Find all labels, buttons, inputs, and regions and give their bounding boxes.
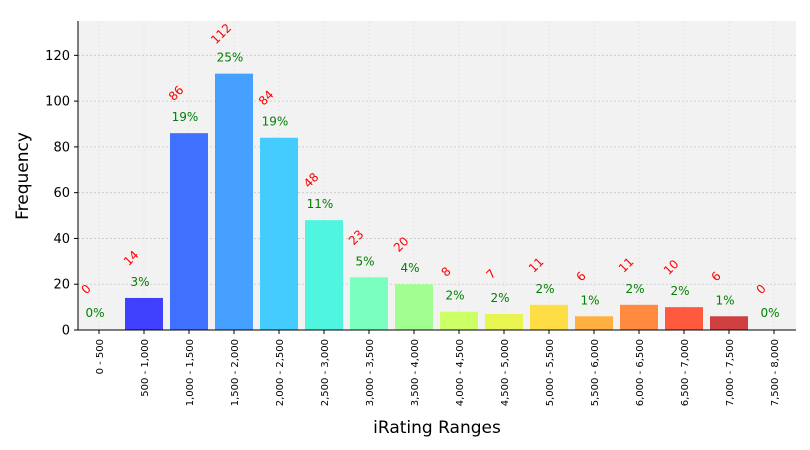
percent-label: 11%: [307, 197, 334, 211]
percent-label: 19%: [262, 115, 289, 129]
percent-label: 0%: [85, 306, 104, 320]
percent-label: 1%: [580, 293, 599, 307]
bar: [620, 304, 658, 330]
percent-label: 25%: [217, 51, 244, 65]
y-tick-label: 100: [45, 95, 70, 110]
x-tick-label: 2,000 - 2,500: [275, 339, 286, 406]
y-tick-label: 0: [62, 324, 70, 339]
x-tick-label: 1,500 - 2,000: [230, 339, 241, 406]
bar: [305, 220, 343, 330]
x-tick-label: 0 - 500: [95, 339, 106, 374]
bar: [710, 316, 748, 330]
bars-group: [125, 73, 748, 331]
percent-label: 0%: [760, 306, 779, 320]
y-tick-label: 120: [45, 49, 70, 64]
x-tick-label: 4,000 - 4,500: [455, 339, 466, 406]
bar: [215, 73, 253, 331]
bar: [260, 137, 298, 330]
x-tick-label: 7,000 - 7,500: [725, 339, 736, 406]
bar: [485, 313, 523, 330]
bar: [350, 277, 388, 330]
y-tick-label: 20: [53, 278, 70, 293]
x-tick-label: 7,500 - 8,000: [770, 339, 781, 406]
y-tick-label: 40: [53, 232, 70, 247]
percent-label: 2%: [490, 291, 509, 305]
y-tick-label: 60: [53, 186, 70, 201]
x-tick-label: 4,500 - 5,000: [500, 339, 511, 406]
x-tick-label: 6,500 - 7,000: [680, 339, 691, 406]
bar: [575, 316, 613, 330]
y-tick-label: 80: [53, 140, 70, 155]
x-tick-label: 500 - 1,000: [140, 339, 151, 397]
y-axis: 0 20 40 60 80 100 120: [45, 21, 79, 339]
y-axis-title: Frequency: [13, 132, 33, 220]
bar: [170, 133, 208, 330]
bar: [530, 304, 568, 330]
bar: [395, 284, 433, 330]
bar: [125, 297, 163, 330]
x-tick-label: 3,500 - 4,000: [410, 339, 421, 406]
percent-label: 4%: [400, 261, 419, 275]
percent-label: 2%: [535, 282, 554, 296]
percent-label: 5%: [355, 254, 374, 268]
x-axis: 0 - 500 500 - 1,000 1,000 - 1,500 1,500 - 2…: [78, 329, 796, 406]
x-tick-label: 6,000 - 6,500: [635, 339, 646, 406]
percent-label: 2%: [625, 282, 644, 296]
percent-label: 19%: [172, 110, 199, 124]
percent-label: 2%: [670, 284, 689, 298]
x-axis-title: iRating Ranges: [373, 418, 501, 438]
x-tick-label: 3,000 - 3,500: [365, 339, 376, 406]
bar: [440, 311, 478, 330]
percent-label: 1%: [715, 293, 734, 307]
bar: [665, 307, 703, 330]
percent-label: 3%: [130, 275, 149, 289]
x-tick-label: 5,500 - 6,000: [590, 339, 601, 406]
x-tick-label: 2,500 - 3,000: [320, 339, 331, 406]
percent-label: 2%: [445, 289, 464, 303]
x-tick-label: 5,000 - 5,500: [545, 339, 556, 406]
x-tick-label: 1,000 - 1,500: [185, 339, 196, 406]
